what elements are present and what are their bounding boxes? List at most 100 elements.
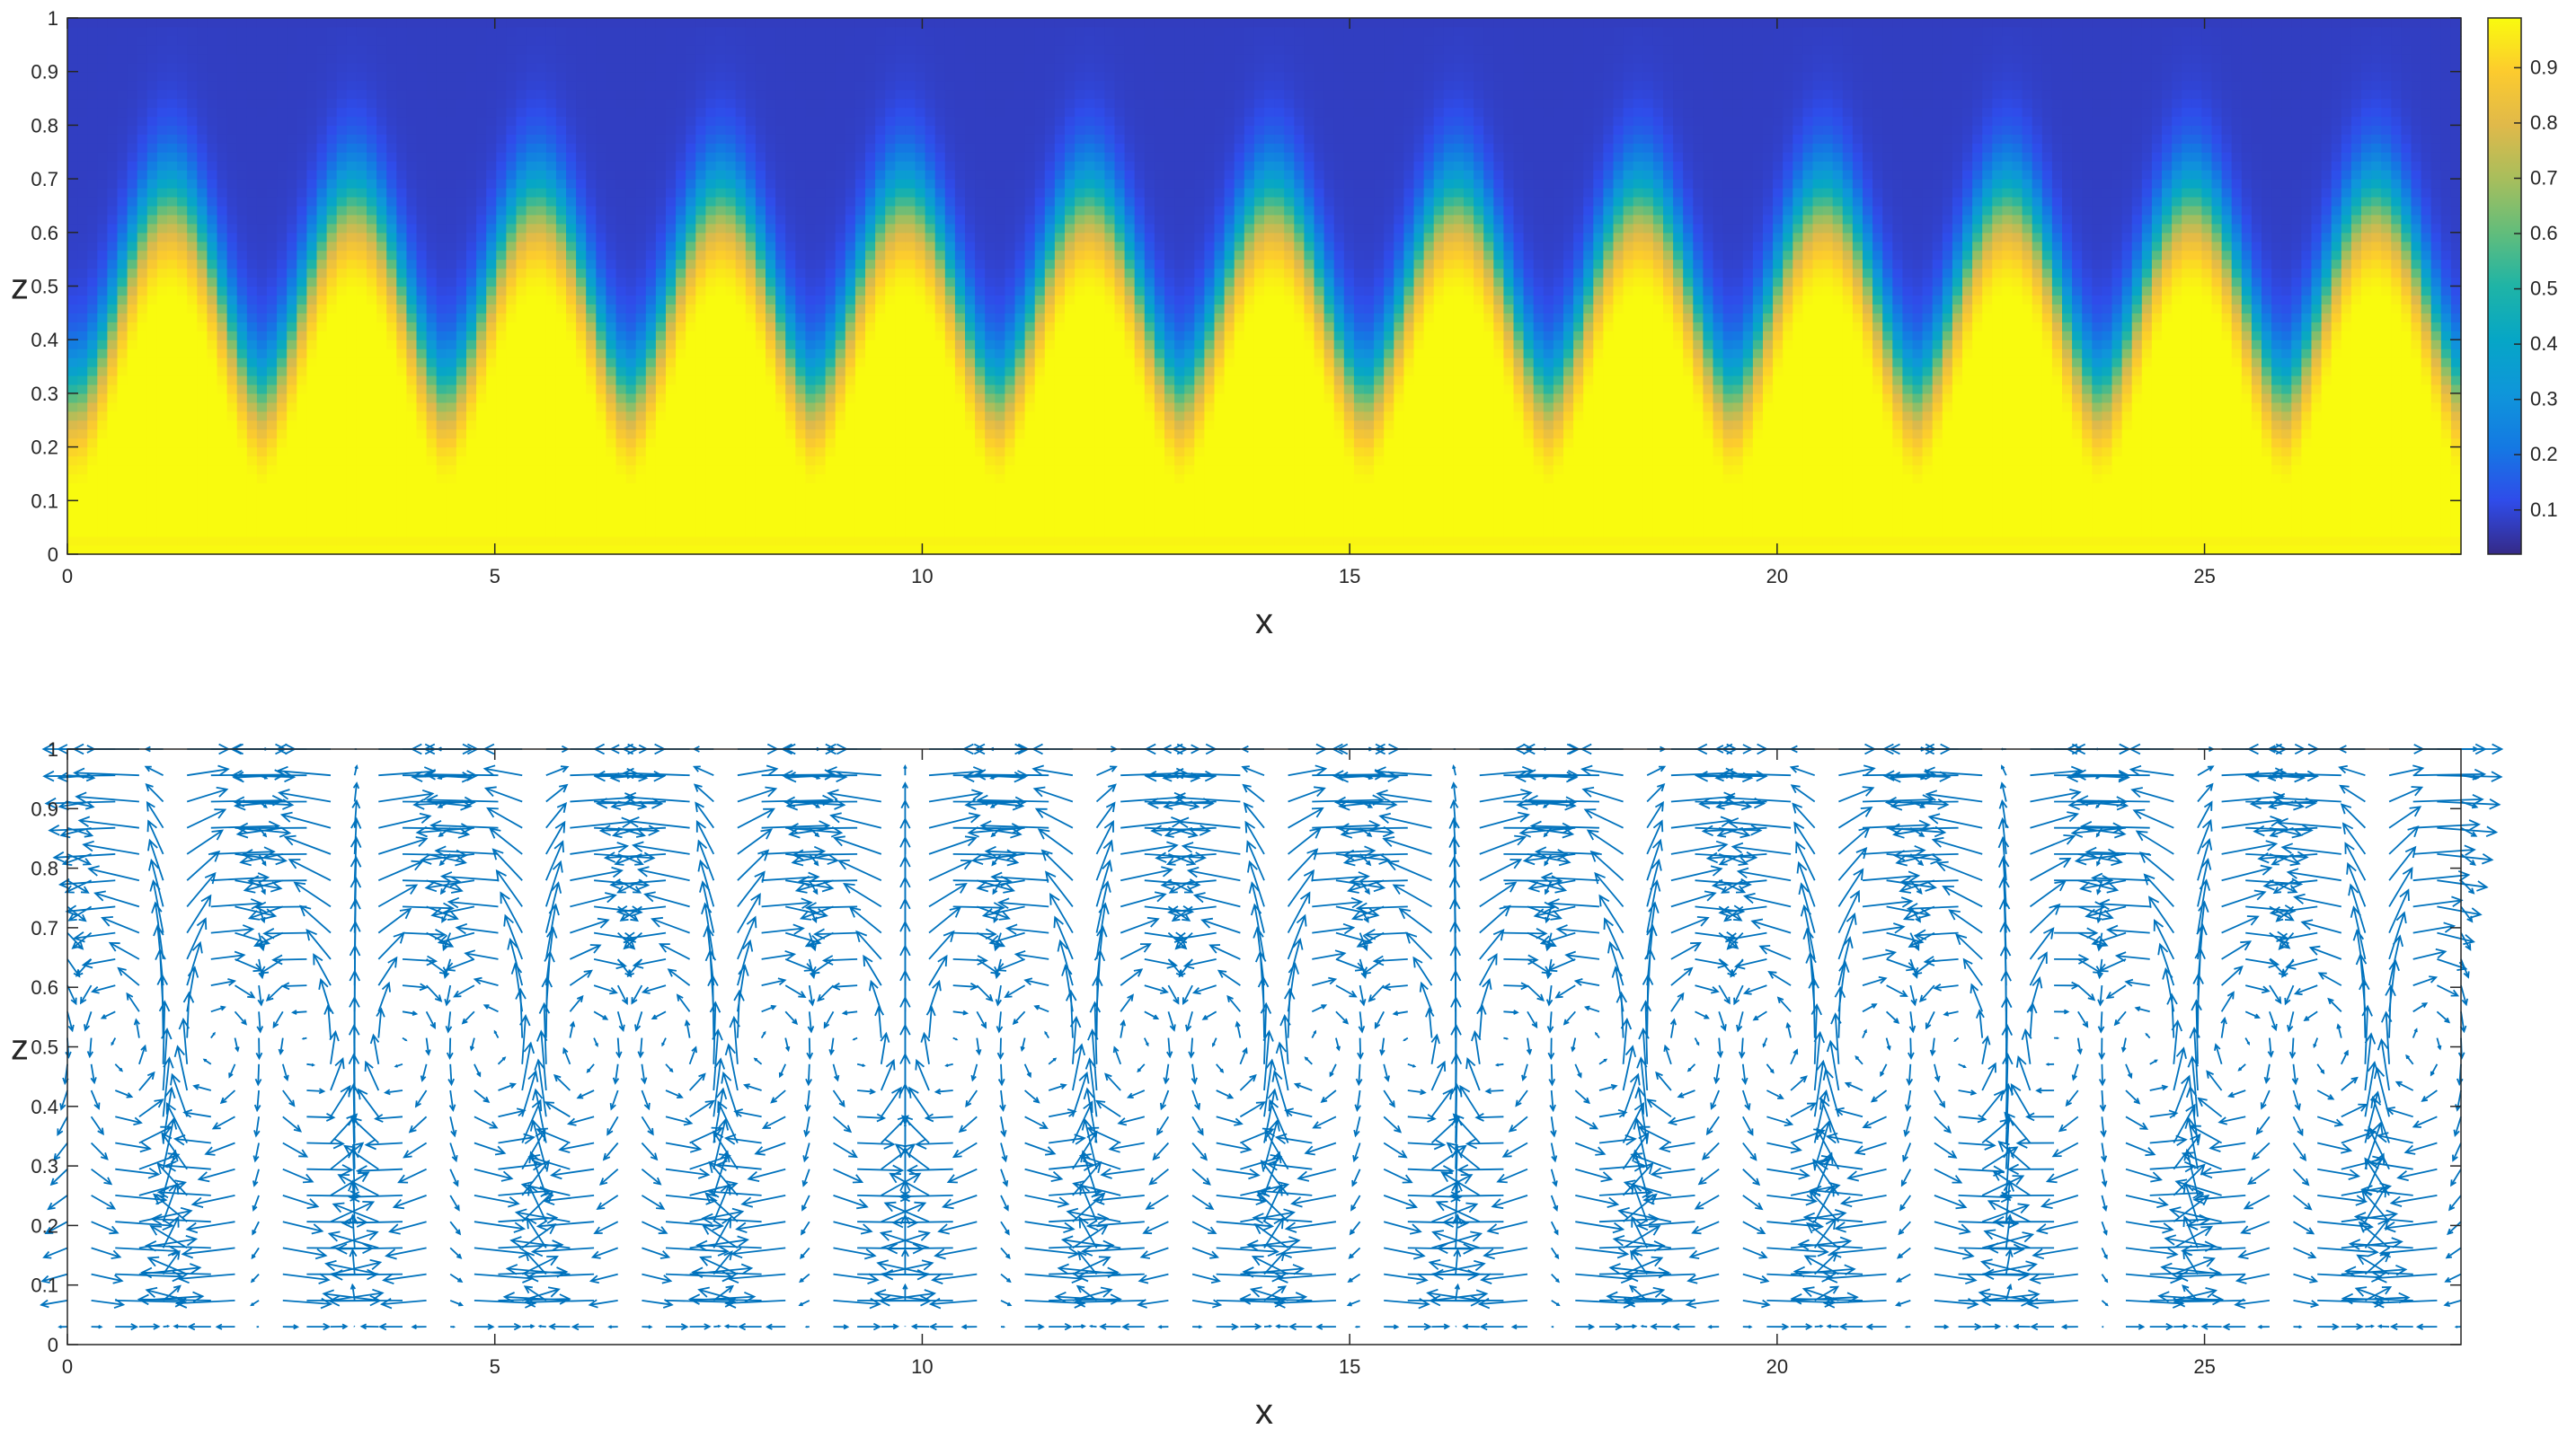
heatmap-cell	[336, 428, 348, 439]
heatmap-cell	[256, 446, 268, 457]
heatmap-cell	[416, 223, 428, 234]
heatmap-cell	[596, 304, 606, 313]
heatmap-cell	[576, 410, 587, 421]
heatmap-cell	[825, 134, 837, 144]
heatmap-cell	[835, 437, 846, 448]
heatmap-cell	[576, 250, 587, 260]
heatmap-cell	[865, 170, 876, 180]
heatmap-cell	[107, 419, 119, 430]
heatmap-cell	[396, 464, 407, 475]
heatmap-cell	[256, 205, 268, 216]
heatmap-cell	[586, 437, 597, 448]
heatmap-cell	[635, 322, 647, 331]
heatmap-cell	[875, 80, 886, 91]
heatmap-cell	[466, 205, 477, 216]
heatmap-cell	[526, 89, 537, 100]
heatmap-cell	[885, 366, 896, 376]
heatmap-cell	[256, 89, 268, 100]
heatmap-cell	[396, 419, 407, 430]
heatmap-cell	[885, 197, 896, 207]
heatmap-cell	[835, 214, 846, 225]
heatmap-cell	[446, 536, 457, 546]
heatmap-cell	[805, 205, 817, 216]
heatmap-cell	[177, 464, 188, 475]
heatmap-cell	[845, 428, 856, 439]
heatmap-cell	[586, 393, 597, 403]
heatmap-cell	[496, 71, 507, 82]
heatmap-cell	[835, 446, 846, 457]
heatmap-cell	[226, 491, 238, 501]
heatmap-cell	[516, 241, 527, 251]
heatmap-cell	[705, 473, 717, 483]
heatmap-cell	[815, 536, 827, 546]
heatmap-cell	[555, 286, 567, 296]
heatmap-cell	[715, 428, 727, 439]
heatmap-cell	[207, 366, 218, 376]
heatmap-cell	[645, 545, 657, 555]
heatmap-cell	[336, 410, 348, 421]
heatmap-cell	[815, 295, 827, 304]
heatmap-cell	[197, 18, 208, 28]
heatmap-cell	[77, 401, 88, 412]
heatmap-cell	[256, 223, 268, 234]
heatmap-cell	[676, 393, 686, 403]
heatmap-cell	[745, 295, 757, 304]
heatmap-cell	[386, 125, 397, 135]
heatmap-cell	[177, 500, 188, 510]
heatmap-cell	[466, 268, 477, 278]
heatmap-cell	[715, 161, 727, 171]
heatmap-cell	[396, 455, 407, 466]
heatmap-cell	[845, 410, 856, 421]
heatmap-cell	[117, 419, 128, 430]
heatmap-cell	[386, 313, 397, 322]
heatmap-cell	[466, 232, 477, 243]
heatmap-cell	[146, 357, 158, 367]
heatmap-cell	[735, 401, 747, 412]
heatmap-cell	[107, 53, 119, 64]
heatmap-cell	[386, 44, 397, 55]
heatmap-cell	[177, 366, 188, 376]
heatmap-cell	[686, 419, 696, 430]
heatmap-cell	[686, 518, 696, 528]
heatmap-cell	[666, 304, 677, 313]
heatmap-cell	[416, 401, 428, 412]
heatmap-cell	[156, 419, 168, 430]
heatmap-cell	[885, 348, 896, 358]
heatmap-cell	[376, 18, 387, 28]
heatmap-cell	[396, 143, 407, 153]
heatmap-cell	[555, 375, 567, 385]
heatmap-cell	[516, 304, 527, 313]
heatmap-cell	[645, 428, 657, 439]
heatmap-cell	[386, 223, 397, 234]
heatmap-cell	[875, 71, 886, 82]
heatmap-cell	[396, 179, 407, 189]
heatmap-cell	[865, 26, 876, 37]
heatmap-cell	[686, 348, 696, 358]
heatmap-cell	[456, 80, 467, 91]
heatmap-cell	[367, 241, 377, 251]
heatmap-cell	[277, 482, 288, 492]
heatmap-cell	[785, 366, 796, 376]
heatmap-cell	[655, 205, 667, 216]
heatmap-cell	[865, 232, 876, 243]
heatmap-cell	[117, 214, 128, 225]
heatmap-cell	[466, 401, 477, 412]
heatmap-cell	[516, 357, 527, 367]
heatmap-cell	[256, 340, 268, 349]
heatmap-cell	[346, 366, 358, 376]
heatmap-cell	[825, 53, 837, 64]
heatmap-cell	[416, 277, 428, 287]
heatmap-cell	[416, 53, 428, 64]
heatmap-cell	[396, 35, 407, 46]
heatmap-cell	[555, 250, 567, 260]
heatmap-cell	[376, 286, 387, 296]
heatmap-cell	[306, 277, 318, 287]
heatmap-cell	[316, 482, 328, 492]
heatmap-cell	[506, 44, 518, 55]
heatmap-cell	[735, 44, 747, 55]
heatmap-cell	[516, 250, 527, 260]
heatmap-cell	[97, 35, 108, 46]
heatmap-cell	[526, 545, 537, 555]
heatmap-cell	[576, 98, 587, 109]
heatmap-cell	[785, 161, 796, 171]
